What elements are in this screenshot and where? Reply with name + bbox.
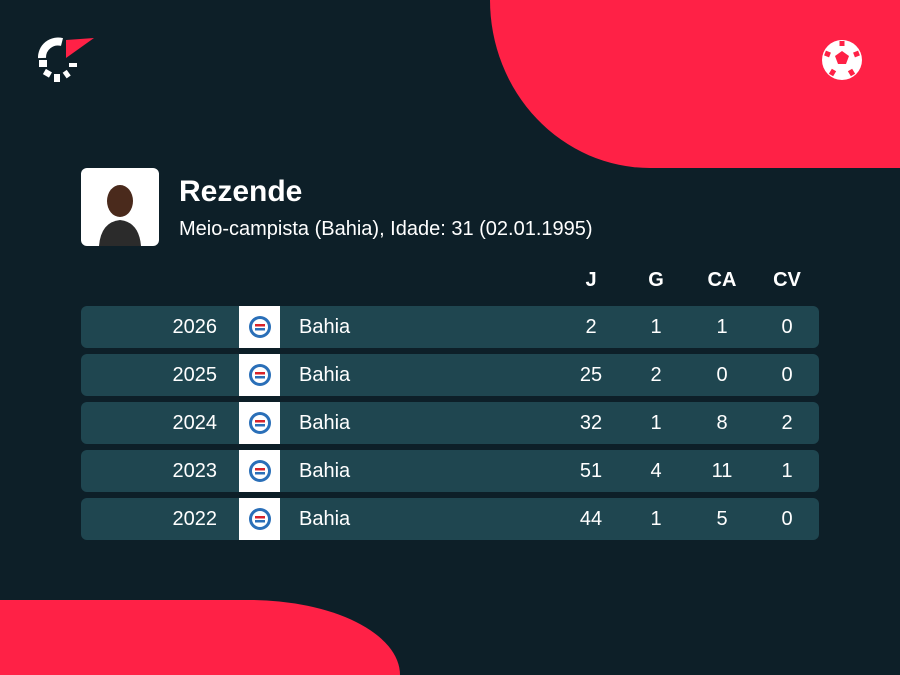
brand-logo-icon <box>38 37 94 82</box>
season-year: 2022 <box>172 508 218 530</box>
column-header-j: J <box>585 269 597 291</box>
stat-j: 2 <box>585 316 597 338</box>
team-crest-icon <box>239 402 280 444</box>
team-name: Bahia <box>299 316 351 338</box>
column-header-ca: CA <box>707 269 737 291</box>
stat-ca: 11 <box>711 460 733 482</box>
team-crest-icon <box>239 306 280 348</box>
column-header-cv: CV <box>773 269 801 291</box>
player-subtitle: Meio-campista (Bahia), Idade: 31 (02.01.… <box>179 218 593 240</box>
stat-j: 44 <box>579 508 603 530</box>
football-icon <box>822 40 862 80</box>
table-row: 2022 Bahia 44 1 5 0 <box>81 498 819 540</box>
stat-cv: 0 <box>781 508 793 530</box>
season-year: 2023 <box>172 460 218 482</box>
team-name: Bahia <box>299 460 351 482</box>
decorative-red-shape-top <box>490 0 900 168</box>
team-crest-icon <box>239 498 280 540</box>
stat-g: 1 <box>650 412 662 434</box>
team-name: Bahia <box>299 508 351 530</box>
table-row: 2023 Bahia 51 4 11 1 <box>81 450 819 492</box>
stat-j: 25 <box>579 364 603 386</box>
stat-ca: 8 <box>716 412 728 434</box>
team-crest-icon <box>239 354 280 396</box>
stat-ca: 5 <box>716 508 728 530</box>
table-row: 2026 Bahia 2 1 1 0 <box>81 306 819 348</box>
stat-ca: 0 <box>716 364 728 386</box>
decorative-red-shape-bottom <box>0 600 400 675</box>
team-name: Bahia <box>299 412 351 434</box>
season-year: 2025 <box>172 364 218 386</box>
season-year: 2026 <box>172 316 218 338</box>
stat-j: 32 <box>579 412 603 434</box>
stat-cv: 2 <box>781 412 793 434</box>
column-header-g: G <box>648 269 664 291</box>
player-name: Rezende <box>179 175 303 208</box>
team-crest-icon <box>239 450 280 492</box>
stat-cv: 0 <box>781 364 793 386</box>
stat-j: 51 <box>579 460 603 482</box>
stat-g: 2 <box>650 364 662 386</box>
table-row: 2025 Bahia 25 2 0 0 <box>81 354 819 396</box>
stat-cv: 0 <box>781 316 793 338</box>
player-photo <box>81 168 159 246</box>
stat-g: 1 <box>650 316 662 338</box>
table-row: 2024 Bahia 32 1 8 2 <box>81 402 819 444</box>
team-name: Bahia <box>299 364 351 386</box>
stat-ca: 1 <box>716 316 728 338</box>
stat-g: 1 <box>650 508 662 530</box>
season-year: 2024 <box>172 412 218 434</box>
stat-g: 4 <box>650 460 662 482</box>
stat-cv: 1 <box>781 460 793 482</box>
